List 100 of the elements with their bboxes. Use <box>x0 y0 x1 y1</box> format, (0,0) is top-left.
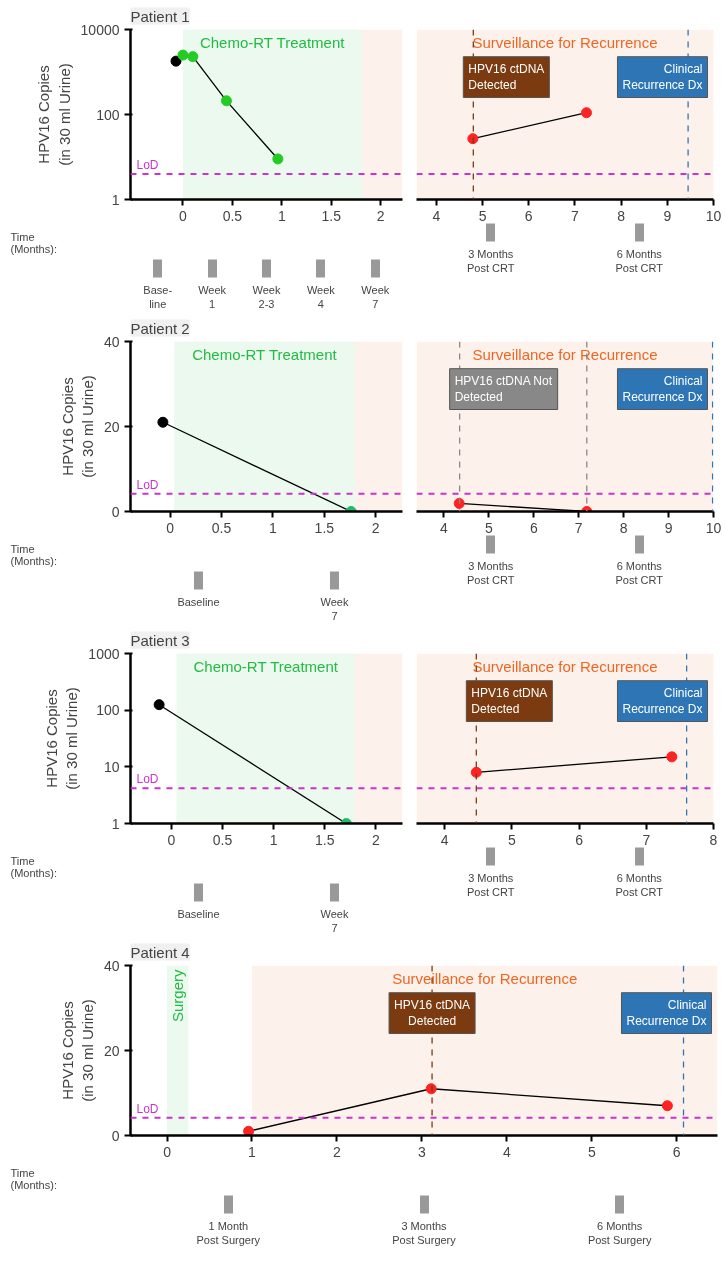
band-label: Surgery <box>169 969 187 1023</box>
y-axis-title: HPV16 Copies (in 30 ml Urine) <box>58 999 96 1102</box>
text: 3 Months Post CRT <box>467 871 515 898</box>
x-axis-title: Time (Months): <box>10 1166 57 1191</box>
x-tick-label: 8 <box>617 207 626 224</box>
x-tick-label: 0 <box>167 831 176 848</box>
text: 6 Months Post CRT <box>615 559 664 586</box>
ref-line-label: LoD <box>136 157 159 172</box>
band-label: Surveillance for Recurrence <box>472 33 658 51</box>
text: Baseline <box>177 907 220 920</box>
x-tick-label: 6 <box>672 1143 681 1160</box>
text: 1 Month Post Surgery <box>196 1219 261 1246</box>
ref-line-label: HPV16 ctDNA Detected <box>471 685 548 717</box>
x-tick-label: 6 <box>524 207 533 224</box>
x-tick-label: 6 <box>529 519 538 536</box>
chart-title: Patient 4 <box>130 943 190 961</box>
ref-line-label: LoD <box>136 477 159 492</box>
x-tick-label: 2 <box>372 831 381 848</box>
x-tick-label: 7 <box>642 831 651 848</box>
x-tick-label: 8 <box>709 831 718 848</box>
text: 6 Months Post Surgery <box>587 1219 652 1246</box>
y-tick-label: 1 <box>111 815 120 832</box>
x-tick-label: 5 <box>508 831 517 848</box>
x-tick-label: 0 <box>179 207 188 224</box>
text: Week 4 <box>306 283 336 310</box>
x-tick-label: 6 <box>575 831 584 848</box>
x-axis-title: Time (Months): <box>10 854 57 879</box>
band-label: Surveillance for Recurrence <box>472 345 658 363</box>
text: Week 7 <box>361 283 390 310</box>
text: Week 1 <box>198 283 227 310</box>
text: Baseline <box>177 595 220 608</box>
x-tick-label: 1 <box>269 831 278 848</box>
band-label: Chemo-RT Treatment <box>199 33 346 51</box>
band-label: Surveillance for Recurrence <box>472 657 658 675</box>
x-tick-label: 0.5 <box>211 519 232 536</box>
text: Week 7 <box>320 595 349 622</box>
y-tick-label: 40 <box>103 957 120 974</box>
x-tick-label: 1 <box>248 1143 257 1160</box>
chart-title: Patient 2 <box>130 319 190 337</box>
ref-line-label: Clinical Recurrence Dx <box>622 61 703 93</box>
x-tick-label: 1 <box>277 207 286 224</box>
x-tick-label: 4 <box>440 519 449 536</box>
x-tick-label: 2 <box>371 519 380 536</box>
x-tick-label: 1.5 <box>315 831 335 848</box>
ref-line-label: HPV16 ctDNA Not Detected <box>454 373 553 405</box>
x-tick-label: 1.5 <box>321 207 342 224</box>
x-tick-label: 2 <box>376 207 385 224</box>
x-tick-label: 4 <box>502 1143 511 1160</box>
text: 6 Months Post CRT <box>615 871 664 898</box>
text: Week 2-3 <box>252 283 281 310</box>
y-tick-label: 1 <box>111 191 120 208</box>
x-tick-label: 7 <box>571 207 580 224</box>
chart-title: Patient 3 <box>130 631 190 649</box>
x-tick-label: 4 <box>440 831 449 848</box>
text: Week 7 <box>320 907 349 934</box>
ref-line-label: HPV16 ctDNA Detected <box>394 997 471 1029</box>
text: 3 Months Post CRT <box>467 247 515 274</box>
x-tick-label: 10 <box>705 207 722 224</box>
y-tick-label: 100 <box>96 702 120 719</box>
text: 3 Months Post CRT <box>467 559 515 586</box>
ref-line-label: LoD <box>136 772 159 787</box>
x-tick-label: 9 <box>664 519 673 536</box>
text: Base- line <box>143 283 173 310</box>
text: 6 Months Post CRT <box>615 247 664 274</box>
x-tick-label: 5 <box>587 1143 596 1160</box>
band-label: Chemo-RT Treatment <box>192 345 338 363</box>
band-label: Surveillance for Recurrence <box>392 969 578 987</box>
x-tick-label: 0.5 <box>212 831 233 848</box>
y-axis-title: HPV16 Copies (in 30 ml Urine) <box>58 375 96 478</box>
x-axis-title: Time (Months): <box>10 230 57 255</box>
y-tick-label: 1000 <box>88 645 120 662</box>
ref-line-label: Clinical Recurrence Dx <box>626 997 707 1029</box>
y-tick-label: 20 <box>103 418 120 435</box>
x-tick-label: 0 <box>166 519 175 536</box>
chart-title: Patient 1 <box>130 7 190 25</box>
y-tick-label: 20 <box>103 1042 120 1059</box>
x-tick-label: 7 <box>574 519 583 536</box>
x-tick-label: 10 <box>705 519 722 536</box>
x-tick-label: 5 <box>478 207 487 224</box>
y-tick-label: 10 <box>103 758 120 775</box>
x-tick-label: 0 <box>163 1143 172 1160</box>
x-tick-label: 1.5 <box>314 519 335 536</box>
y-axis-title: HPV16 Copies (in 30 ml Urine) <box>42 687 81 790</box>
ref-line-label: HPV16 ctDNA Detected <box>468 61 545 93</box>
x-tick-label: 0.5 <box>222 207 243 224</box>
y-tick-label: 0 <box>111 1127 120 1144</box>
y-tick-label: 40 <box>103 333 120 350</box>
y-tick-label: 0 <box>111 503 120 520</box>
ref-line-label: Clinical Recurrence Dx <box>622 373 703 405</box>
x-axis-title: Time (Months): <box>10 542 57 567</box>
x-tick-label: 4 <box>432 207 441 224</box>
x-tick-label: 3 <box>417 1143 426 1160</box>
y-tick-label: 100 <box>96 106 120 123</box>
text: 3 Months Post Surgery <box>392 1219 457 1246</box>
x-tick-label: 9 <box>663 207 672 224</box>
x-tick-label: 2 <box>333 1143 342 1160</box>
x-tick-label: 8 <box>619 519 628 536</box>
x-tick-label: 5 <box>484 519 493 536</box>
x-tick-label: 1 <box>269 519 278 536</box>
y-tick-label: 10000 <box>80 21 120 38</box>
